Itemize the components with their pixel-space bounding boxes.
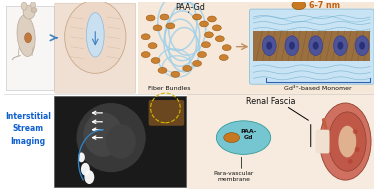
Ellipse shape [160,14,169,20]
Text: PAA-
Gd: PAA- Gd [240,129,257,140]
Text: Renal Fascia: Renal Fascia [246,97,296,106]
Ellipse shape [359,42,365,50]
Text: Fiber Bundles: Fiber Bundles [148,86,191,91]
Ellipse shape [334,36,347,56]
Ellipse shape [262,36,276,56]
Ellipse shape [292,1,306,10]
Ellipse shape [23,5,35,19]
FancyBboxPatch shape [316,130,329,153]
Ellipse shape [313,42,319,50]
Ellipse shape [215,36,224,42]
Ellipse shape [202,42,211,48]
Bar [4,2,374,94]
Ellipse shape [25,33,31,43]
Ellipse shape [337,42,343,50]
Ellipse shape [309,36,323,56]
Ellipse shape [320,103,371,180]
Text: PAA-Gd: PAA-Gd [175,3,205,12]
Ellipse shape [78,153,85,162]
Ellipse shape [216,121,271,154]
Text: Para-vascular
membrane: Para-vascular membrane [214,171,254,182]
Ellipse shape [21,2,27,10]
Ellipse shape [222,45,231,51]
Bar [54,96,186,187]
FancyBboxPatch shape [6,6,54,90]
Text: 6-7 nm: 6-7 nm [309,1,340,10]
Text: Interstitial
Stream
Imaging: Interstitial Stream Imaging [5,112,51,146]
Ellipse shape [85,170,94,184]
Ellipse shape [355,147,360,152]
Ellipse shape [166,23,175,29]
FancyBboxPatch shape [148,100,184,126]
Ellipse shape [289,42,295,50]
Bar [254,31,370,60]
Ellipse shape [31,2,36,9]
Ellipse shape [17,15,35,57]
Ellipse shape [146,15,155,21]
FancyBboxPatch shape [249,9,374,84]
Ellipse shape [197,52,206,57]
Ellipse shape [338,126,356,157]
Ellipse shape [193,14,202,20]
Polygon shape [187,94,374,189]
Ellipse shape [205,32,214,38]
Ellipse shape [148,43,157,49]
Ellipse shape [212,25,221,31]
Ellipse shape [224,133,240,143]
FancyBboxPatch shape [55,3,136,93]
Ellipse shape [353,129,358,134]
Ellipse shape [77,103,146,172]
Ellipse shape [106,124,136,159]
Ellipse shape [151,57,160,64]
Ellipse shape [208,16,216,22]
Ellipse shape [328,112,366,171]
Polygon shape [138,2,374,94]
Ellipse shape [141,52,150,57]
Ellipse shape [348,159,353,164]
Ellipse shape [81,163,90,176]
Ellipse shape [31,8,37,12]
Ellipse shape [285,36,299,56]
Ellipse shape [86,12,104,57]
Ellipse shape [219,55,228,60]
Ellipse shape [141,34,150,40]
Ellipse shape [158,67,167,73]
Ellipse shape [83,112,123,157]
Ellipse shape [153,25,162,31]
Ellipse shape [355,36,369,56]
Bar [4,94,374,189]
Text: Gd³⁺-based Monomer: Gd³⁺-based Monomer [284,86,352,91]
Ellipse shape [266,42,272,50]
Ellipse shape [171,71,180,77]
Ellipse shape [183,65,191,71]
Ellipse shape [65,0,126,73]
Ellipse shape [193,60,202,67]
Ellipse shape [200,21,208,27]
Polygon shape [249,4,374,92]
